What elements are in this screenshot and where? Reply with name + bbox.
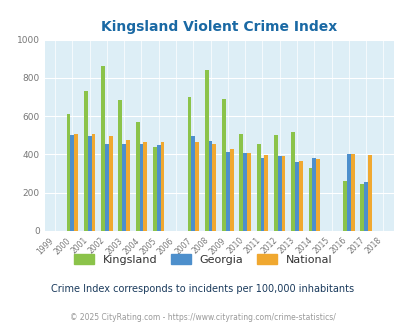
Legend: Kingsland, Georgia, National: Kingsland, Georgia, National <box>69 250 336 269</box>
Bar <box>281 156 285 231</box>
Bar <box>229 149 233 231</box>
Bar <box>156 145 160 231</box>
Bar <box>160 142 164 231</box>
Bar <box>208 141 212 231</box>
Bar <box>135 122 139 231</box>
Bar <box>360 184 363 231</box>
Bar <box>118 100 122 231</box>
Bar <box>256 144 260 231</box>
Bar <box>87 136 91 231</box>
Bar <box>367 155 371 231</box>
Bar <box>273 135 277 231</box>
Bar <box>143 142 147 231</box>
Bar <box>315 159 319 231</box>
Bar <box>350 154 354 231</box>
Bar <box>101 66 105 231</box>
Bar <box>298 161 302 231</box>
Bar <box>105 144 109 231</box>
Bar <box>294 162 298 231</box>
Bar <box>84 91 87 231</box>
Bar <box>212 144 216 231</box>
Bar <box>139 144 143 231</box>
Bar <box>260 158 264 231</box>
Bar <box>126 140 130 231</box>
Bar <box>153 147 156 231</box>
Bar <box>277 156 281 231</box>
Bar <box>122 144 126 231</box>
Text: Crime Index corresponds to incidents per 100,000 inhabitants: Crime Index corresponds to incidents per… <box>51 284 354 294</box>
Bar <box>109 136 112 231</box>
Bar <box>226 151 229 231</box>
Bar <box>342 181 346 231</box>
Bar <box>363 182 367 231</box>
Bar <box>205 70 208 231</box>
Bar <box>308 168 311 231</box>
Bar <box>311 158 315 231</box>
Bar <box>222 99 226 231</box>
Bar <box>239 134 243 231</box>
Bar <box>264 155 267 231</box>
Text: © 2025 CityRating.com - https://www.cityrating.com/crime-statistics/: © 2025 CityRating.com - https://www.city… <box>70 313 335 322</box>
Bar <box>247 153 250 231</box>
Bar <box>91 134 95 231</box>
Bar <box>66 114 70 231</box>
Bar <box>291 132 294 231</box>
Title: Kingsland Violent Crime Index: Kingsland Violent Crime Index <box>101 20 337 34</box>
Bar <box>243 153 247 231</box>
Bar <box>74 134 78 231</box>
Bar <box>187 97 191 231</box>
Bar <box>191 136 195 231</box>
Bar <box>70 135 74 231</box>
Bar <box>346 154 350 231</box>
Bar <box>195 142 198 231</box>
